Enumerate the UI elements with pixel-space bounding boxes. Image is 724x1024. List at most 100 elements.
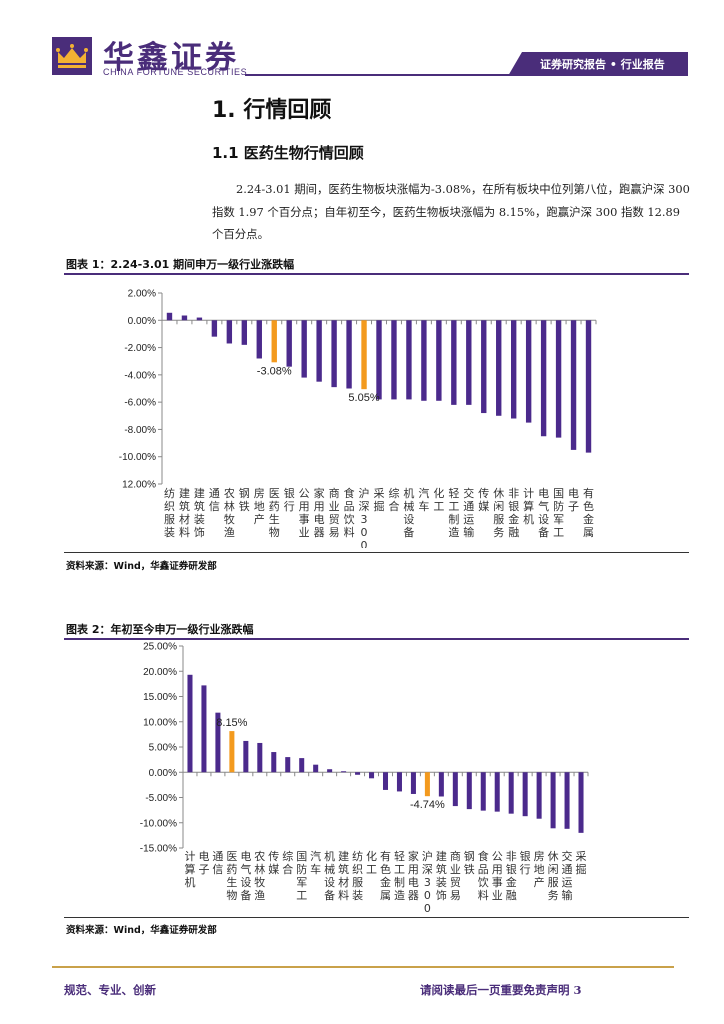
crown-logo-icon (52, 37, 92, 75)
category-label: 计算机 (184, 850, 195, 889)
category-label: 综合 (388, 486, 399, 513)
y-tick-label: -6.00% (124, 398, 156, 409)
y-tick-label: -2.00% (124, 343, 156, 354)
y-tick-label: -5.00% (145, 793, 177, 804)
bar-纺织服装 (166, 312, 173, 321)
category-label: 银行 (520, 849, 531, 876)
bar-采掘 (578, 772, 584, 833)
bar-电子 (201, 685, 207, 773)
category-label: 采掘 (576, 850, 587, 876)
y-tick-label: -4.00% (124, 370, 156, 381)
bar-采掘 (376, 320, 382, 400)
figure-1-chart: 2.00% 0.00% -2.00% -4.00% -6.00% -8.00% -10.00… (119, 289, 597, 548)
category-label: 化工 (366, 849, 377, 876)
category-label: 汽车 (310, 849, 321, 876)
figure-2-title: 图表 2：年初至今申万一级行业涨跌幅 (66, 623, 254, 636)
y-tick-label: 12.00% (122, 480, 156, 491)
category-label: 采掘 (374, 487, 385, 513)
y-tick-label: 0.00% (149, 768, 177, 779)
bar-休闲服务 (550, 772, 556, 829)
bar-电子 (570, 320, 577, 450)
data-label: -3.08% (257, 365, 292, 377)
bar-化工 (369, 772, 375, 779)
category-label: 传媒 (268, 850, 279, 876)
bar-传媒 (271, 752, 277, 773)
footer-divider (52, 966, 674, 968)
bar-计算机 (525, 320, 532, 423)
category-label: 电气设备 (538, 487, 549, 539)
figure-2-bottom-rule (64, 917, 689, 918)
bar-钢铁 (241, 320, 248, 345)
header-divider (245, 74, 670, 76)
subsection-heading: 1.1 医药生物行情回顾 (212, 144, 364, 162)
category-label: 休闲服务 (548, 850, 559, 902)
bar-农林牧渔 (257, 742, 263, 773)
y-tick-label: -8.00% (124, 425, 156, 436)
category-label: 化工 (433, 486, 444, 513)
y-tick-label: 20.00% (143, 667, 177, 678)
bar-电气设备 (243, 740, 249, 773)
bar-商业贸易 (331, 320, 337, 388)
bar-医药生物 (229, 731, 235, 773)
category-label: 国防军工 (553, 487, 564, 539)
bar-综合 (391, 320, 397, 400)
y-tick-label: -15.00% (140, 844, 177, 855)
category-label: 沪深 3 0 0 (422, 849, 433, 912)
category-label: 通信 (209, 487, 220, 513)
category-label: 通信 (212, 850, 223, 876)
category-label: 钢铁 (239, 487, 250, 513)
bar-通信 (215, 712, 221, 773)
category-label: 家用电器 (314, 486, 325, 539)
brand-name-en: CHINA FORTUNE SECURITIES (103, 67, 248, 77)
bar-家用电器 (410, 772, 416, 794)
bar-电气设备 (540, 320, 547, 437)
bar-食品饮料 (480, 772, 486, 811)
category-label: 电气设备 (240, 850, 251, 902)
bar-有色金属 (382, 772, 389, 790)
bar-国防军工 (555, 320, 562, 438)
category-label: 沪深 3 0 0 (359, 486, 370, 548)
bar-轻工制造 (396, 772, 402, 792)
category-label: 电子 (198, 850, 209, 876)
y-tick-label: 0.00% (128, 316, 156, 327)
section-heading: 1. 行情回顾 (212, 98, 332, 123)
bar-食品饮料 (346, 320, 352, 389)
bar-建筑材料 (341, 771, 347, 773)
bar-银行 (522, 772, 528, 817)
category-label: 非银金融 (508, 487, 519, 539)
category-label: 公用事业 (492, 850, 503, 902)
category-label: 电子 (568, 487, 579, 513)
bar-医药生物 (271, 320, 277, 363)
y-tick-label: 2.00% (128, 289, 156, 300)
figure-1-bottom-rule (64, 552, 689, 553)
bar-房地产 (536, 772, 542, 819)
bar-计算机 (187, 674, 193, 773)
bar-综合 (285, 757, 291, 773)
footer-disclaimer: 请阅读最后一页重要免责声明 3 (420, 983, 582, 997)
category-label: 商业贸易 (329, 486, 340, 539)
category-label: 房地产 (534, 850, 545, 889)
bar-国防军工 (299, 758, 305, 773)
bar-传媒 (481, 320, 487, 414)
data-label: -4.74% (410, 799, 445, 811)
category-label: 钢铁 (464, 850, 475, 876)
category-label: 房地产 (254, 487, 265, 526)
y-tick-label: -10.00% (140, 818, 177, 829)
bar-建筑材料 (181, 315, 188, 321)
category-label: 食品饮料 (344, 486, 355, 539)
bar-建筑装饰 (196, 317, 203, 321)
bar-钢铁 (466, 772, 472, 810)
bar-机械设备 (327, 769, 333, 773)
category-label: 公用事业 (299, 487, 310, 539)
bar-机械设备 (406, 320, 412, 400)
category-label: 纺织服装 (352, 849, 363, 902)
bar-汽车 (313, 764, 319, 773)
category-label: 轻工制造 (394, 849, 405, 902)
bar-非银金融 (508, 772, 514, 814)
data-label: 5.05% (348, 392, 379, 404)
y-tick-label: 15.00% (143, 692, 177, 703)
category-label: 医药生物 (269, 487, 280, 539)
category-label: 农林牧渔 (254, 849, 265, 902)
bar-纺织服装 (355, 772, 361, 775)
category-label: 纺织服装 (164, 486, 175, 539)
